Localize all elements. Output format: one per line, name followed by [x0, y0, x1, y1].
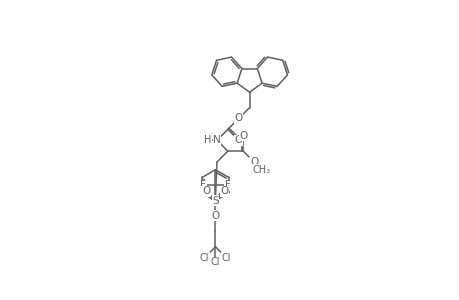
Text: O: O [239, 131, 247, 141]
Text: O: O [234, 135, 242, 145]
Text: F: F [224, 180, 230, 190]
Text: H: H [204, 135, 211, 145]
Text: N: N [213, 135, 220, 145]
Text: O: O [202, 186, 210, 196]
Text: O: O [211, 211, 219, 221]
Text: S: S [212, 196, 218, 206]
Text: Cl: Cl [210, 257, 220, 267]
Text: Cl: Cl [199, 253, 209, 262]
Text: O: O [234, 113, 242, 124]
Text: O: O [220, 186, 228, 196]
Text: F: F [200, 180, 206, 190]
Text: Cl: Cl [221, 253, 230, 262]
Text: CH₃: CH₃ [252, 165, 270, 175]
Text: O: O [249, 157, 257, 167]
